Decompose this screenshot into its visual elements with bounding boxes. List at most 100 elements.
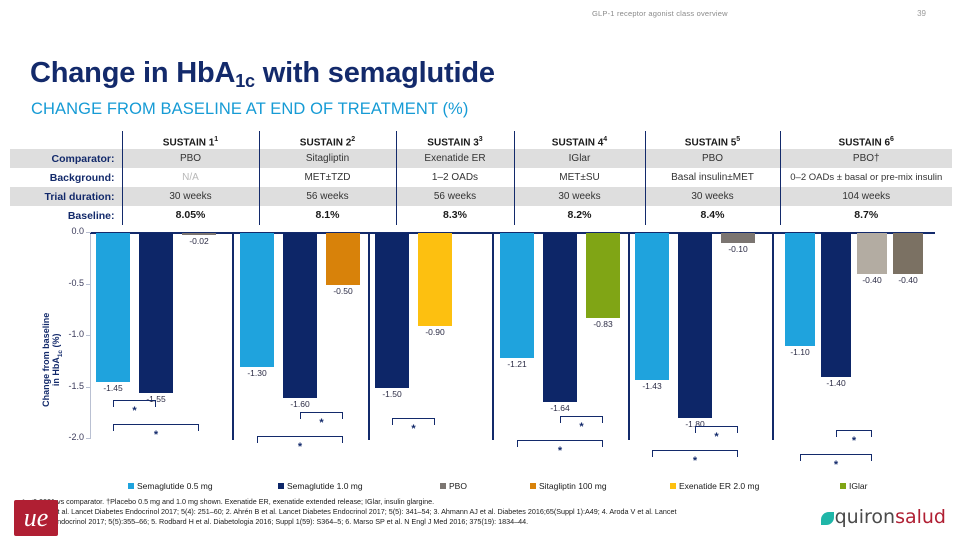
chart-bar [635, 233, 669, 381]
chart-bar [821, 233, 851, 378]
we-logo: ue [14, 500, 58, 536]
legend-label: Exenatide ER 2.0 mg [679, 481, 760, 491]
table-column-header: SUSTAIN 55 [644, 131, 780, 149]
chart-legend: Semaglutide 0.5 mg Semaglutide 1.0 mg PBO S… [0, 481, 960, 495]
chart-bar-value-label: -1.21 [507, 358, 527, 369]
table-column-header: SUSTAIN 33 [395, 131, 514, 149]
chart-bar [139, 233, 173, 393]
chart-y-tick-label: 0.0 [71, 226, 84, 236]
chart-bar [857, 233, 887, 275]
chart-bar-value-label: -0.40 [898, 275, 918, 286]
chart-bar [678, 233, 712, 419]
chart-y-tick-mark [86, 438, 91, 440]
chart-significance-bracket [113, 400, 156, 407]
chart-group-separator [232, 232, 234, 440]
chart-bar [721, 233, 755, 244]
table-row-label: Baseline: [67, 209, 115, 222]
chart-significance-bracket [300, 412, 343, 419]
table-column-header: SUSTAIN 44 [513, 131, 645, 149]
table-row-label: Comparator: [10, 149, 122, 168]
chart: Change from baseline in HbA1c (%) 0.0 -0.5… [0, 226, 960, 478]
footnote-references-2: Diabetes Endocrinol 2017; 5(5):355–66; 5… [22, 516, 529, 526]
chart-bar-value-label: -1.10 [790, 347, 810, 358]
chart-bar-value-label: -0.50 [333, 285, 353, 296]
chart-bar [326, 233, 360, 285]
chart-bar [418, 233, 452, 326]
chart-significance-bracket [800, 454, 872, 461]
chart-significance-marker: * [714, 431, 719, 443]
table-cell-background: 0–2 OADs ± basal or pre-mix insulin [779, 168, 952, 187]
chart-bar-value-label: -1.30 [247, 367, 267, 378]
chart-significance-bracket [517, 440, 603, 447]
legend-item: Semaglutide 0.5 mg [128, 481, 213, 491]
legend-item: Exenatide ER 2.0 mg [670, 481, 759, 491]
chart-bar-value-label: -1.60 [290, 398, 310, 409]
legend-item: Sitagliptin 100 mg [530, 481, 607, 491]
chart-bar [96, 233, 130, 383]
chart-y-tick-mark [86, 335, 91, 337]
table-cell-comparator: PBO [644, 149, 780, 168]
chart-bar-value-label: -1.43 [642, 381, 662, 392]
chart-y-tick-mark [86, 283, 91, 285]
chart-significance-marker: * [319, 417, 324, 429]
table-cell-background: N/A [121, 168, 259, 187]
table-row-label: Trial duration: [10, 187, 122, 206]
quironsalud-logo: quironsalud [820, 506, 946, 528]
chart-bar-value-label: -1.45 [103, 383, 123, 394]
chart-significance-bracket [836, 430, 872, 437]
footnote-abbreviations: *p<0.0001 vs comparator. †Placebo 0.5 mg… [22, 497, 435, 506]
legend-swatch [670, 483, 676, 489]
chart-bar-value-label: -0.83 [593, 319, 613, 330]
chart-y-tick-mark [86, 386, 91, 388]
chart-significance-marker: * [297, 441, 303, 453]
page-title-subscript: 1c [235, 71, 255, 91]
table-cell-duration: 56 weeks [395, 187, 514, 206]
footnotes: *p<0.0001 vs comparator. †Placebo 0.5 mg… [22, 497, 922, 527]
table-cell-duration: 56 weeks [258, 187, 396, 206]
chart-significance-bracket [392, 418, 435, 425]
table-column-header: SUSTAIN 22 [258, 131, 396, 149]
legend-item: Semaglutide 1.0 mg [278, 481, 363, 491]
legend-swatch [440, 483, 446, 489]
table-cell-background: MET±TZD [258, 168, 396, 187]
chart-group-separator [772, 232, 774, 440]
table-cell-duration: 30 weeks [644, 187, 780, 206]
legend-label: Semaglutide 0.5 mg [137, 481, 213, 491]
table-row-label: Background: [49, 171, 115, 184]
chart-bar-value-label: -0.40 [862, 275, 882, 286]
chart-bar [500, 233, 534, 358]
table-cell-baseline: 8.3% [395, 206, 514, 225]
chart-significance-marker: * [692, 455, 698, 467]
page-title: Change in HbA1c with semaglutide [30, 57, 495, 91]
chart-significance-marker: * [833, 459, 839, 471]
chart-bar [586, 233, 620, 319]
chart-bar [893, 233, 923, 275]
chart-bar-value-label: -1.50 [382, 388, 402, 399]
chart-bar-value-label: -1.80 [685, 419, 705, 430]
chart-bar-value-label: -0.10 [728, 244, 748, 255]
chart-y-tick-label: -1.0 [68, 329, 84, 339]
chart-significance-bracket [695, 426, 738, 433]
page-title-pre: Change in HbA [30, 57, 236, 89]
chart-bar [182, 233, 216, 236]
legend-label: PBO [449, 481, 467, 491]
legend-swatch [128, 483, 134, 489]
chart-significance-bracket [652, 450, 738, 457]
chart-significance-marker: * [579, 421, 584, 433]
chart-y-tick-label: -1.5 [68, 380, 84, 391]
chart-significance-bracket [113, 424, 199, 431]
chart-bar-value-label: -1.40 [826, 378, 846, 389]
chart-y-tick-label: -2.0 [68, 432, 84, 442]
chart-y-tick-mark [86, 232, 91, 234]
page-subtitle: CHANGE FROM BASELINE AT END OF TREATMENT… [31, 100, 469, 118]
table-row-label [10, 131, 122, 149]
table-cell-baseline: 8.7% [779, 206, 952, 225]
leaf-icon [820, 512, 834, 525]
chart-bar-value-label: -1.64 [550, 402, 570, 413]
chart-significance-marker: * [132, 405, 137, 417]
table-column-header: SUSTAIN 66 [779, 131, 952, 149]
table-cell-duration: 30 weeks [513, 187, 645, 206]
table-cell-baseline: 8.2% [513, 206, 645, 225]
table-cell-comparator: PBO [121, 149, 259, 168]
